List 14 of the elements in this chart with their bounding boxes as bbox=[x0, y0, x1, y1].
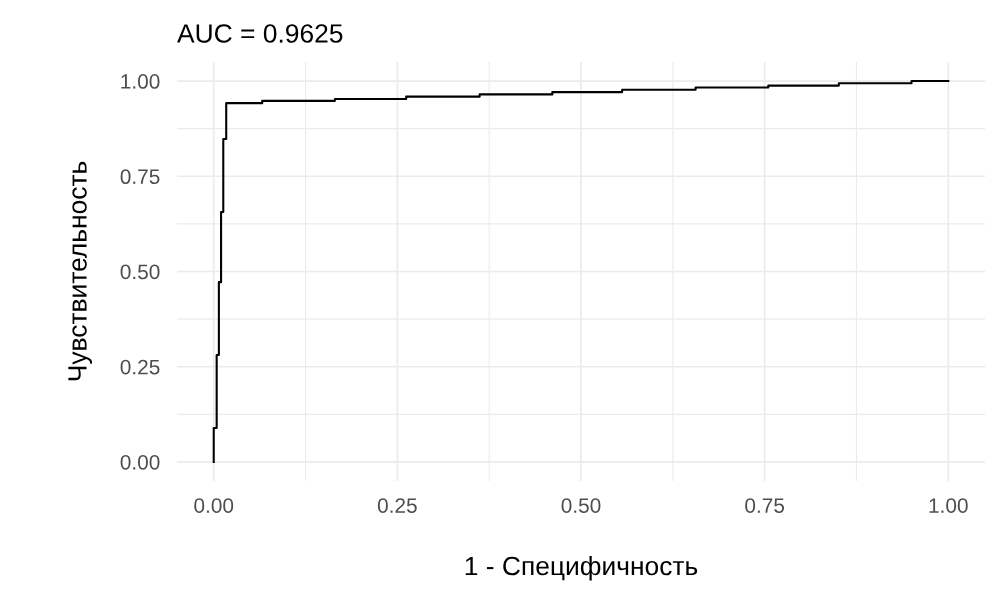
y-tick-label: 0.25 bbox=[120, 359, 160, 375]
x-tick-label: 0.00 bbox=[194, 498, 234, 513]
x-tick-label: 0.25 bbox=[377, 498, 417, 513]
x-tick-label: 1.00 bbox=[929, 498, 968, 513]
x-axis-title: 1 - Специфичность bbox=[465, 555, 698, 581]
y-tick-label: 0.00 bbox=[120, 454, 160, 470]
line-series bbox=[212, 80, 950, 463]
y-tick-label: 1.00 bbox=[121, 74, 160, 89]
y-axis-title: Чувствительность bbox=[68, 161, 93, 381]
x-tick-label: 0.50 bbox=[561, 498, 601, 513]
y-tick-label: 0.75 bbox=[120, 169, 160, 185]
x-tick-label: 0.75 bbox=[745, 498, 785, 513]
y-tick-label: 0.50 bbox=[120, 264, 160, 280]
chart-title: AUC = 0.9625 bbox=[177, 24, 343, 43]
